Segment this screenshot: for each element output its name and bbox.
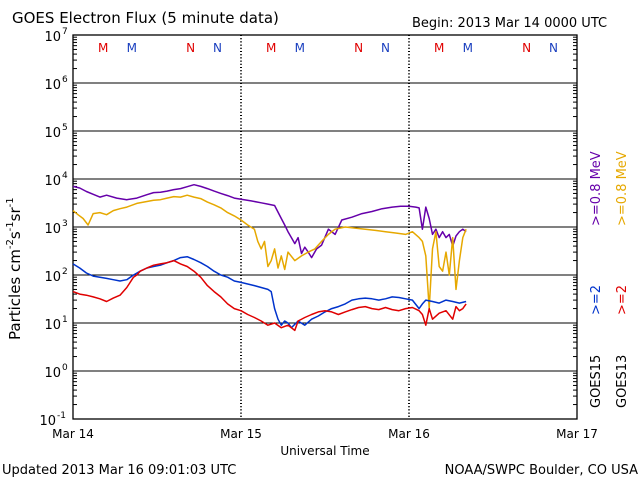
y-tick-label: 10 [44,78,61,93]
grid-layer [73,35,577,419]
day-marker: N [354,41,363,55]
day-marker: N [186,41,195,55]
legend-goes15-2-label: >=2 [589,285,604,315]
legend-goes13-label: GOES13 [615,355,630,408]
y-tick-exponent: 3 [62,219,68,229]
day-marker: N [522,41,531,55]
y-tick-exponent: 5 [62,123,68,133]
legend-goes15-08-label: >=0.8 MeV [589,151,604,226]
x-tick-label: Mar 16 [388,427,430,441]
day-marker: N [381,41,390,55]
updated-timestamp: Updated 2013 Mar 16 09:01:03 UTC [2,463,236,478]
y-axis-title: Particles cm-2s-1sr-1 [5,197,24,340]
credit-line: NOAA/SWPC Boulder, CO USA [445,463,638,478]
x-axis-title: Universal Time [280,444,369,458]
y-tick-label: 10 [44,126,61,141]
y-tick-exponent: 7 [62,27,68,37]
x-tick-label: Mar 17 [556,427,598,441]
x-tick-label: Mar 14 [52,427,94,441]
y-tick-exponent: 2 [62,267,68,277]
day-marker: M [463,41,473,55]
y-tick-label: 10 [44,222,61,237]
y-tick-label: 10 [44,174,61,189]
series-line-1 [72,194,467,310]
day-marker: M [127,41,137,55]
legend-goes15-label: GOES15 [589,355,604,408]
day-marker: M [434,41,444,55]
y-tick-exponent: -1 [57,411,66,421]
y-tick-label: 10 [44,318,61,333]
y-tick-exponent: 4 [62,171,68,181]
series-line-0 [72,183,467,259]
y-tick-label: 10 [39,414,56,429]
day-marker: N [213,41,222,55]
legend-goes13-2-label: >=2 [615,285,630,315]
day-marker: N [549,41,558,55]
day-marker: M [98,41,108,55]
day-marker: M [295,41,305,55]
legend-goes13-08-label: >=0.8 MeV [615,151,630,226]
y-tick-label: 10 [44,30,61,45]
y-tick-label: 10 [44,366,61,381]
series-layer [72,183,467,332]
y-tick-exponent: 1 [62,315,68,325]
series-line-3 [72,259,467,332]
begin-date: Begin: 2013 Mar 14 0000 UTC [412,16,607,31]
day-marker: M [266,41,276,55]
tick-layer [73,36,577,406]
y-tick-label: 10 [44,270,61,285]
legend: >=0.8 MeV >=0.8 MeV >=2 >=2 GOES15 GOES1… [589,151,630,408]
y-tick-exponent: 6 [62,75,68,85]
chart-title: GOES Electron Flux (5 minute data) [12,9,279,27]
y-tick-exponent: 0 [62,363,68,373]
x-tick-label: Mar 15 [220,427,262,441]
